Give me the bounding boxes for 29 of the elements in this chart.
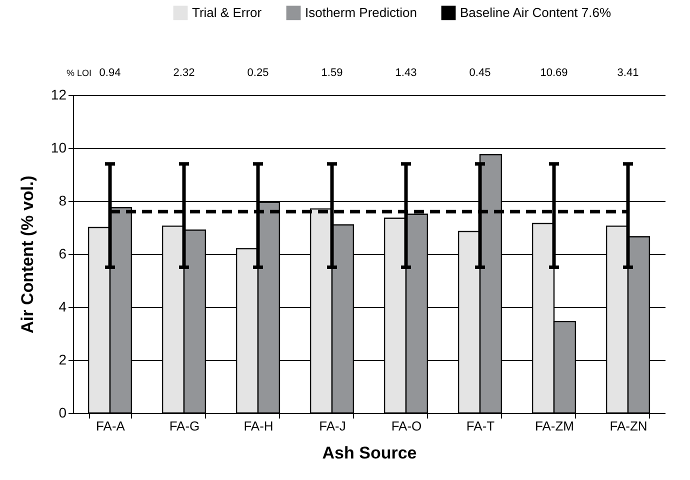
text: 0.45 — [469, 67, 491, 79]
x-tick-label: FA-A — [96, 418, 126, 434]
x-tick-label: FA-T — [466, 418, 495, 434]
x-tick-label: FA-J — [319, 418, 346, 434]
y-tick-label: 0 — [58, 404, 67, 420]
x-tick-label: FA-O — [391, 418, 422, 434]
y-axis-title: Air Content (% vol.) — [18, 176, 37, 334]
text: 1.43 — [395, 67, 417, 79]
y-tick-label: 4 — [58, 298, 67, 314]
y-tick-label: 6 — [58, 246, 67, 262]
x-tick-label: FA-ZM — [535, 418, 574, 434]
text: 3.41 — [617, 67, 639, 79]
y-tick-label: 8 — [58, 192, 67, 208]
legend-label: Isotherm Prediction — [305, 4, 417, 20]
x-tick-label: FA-ZN — [610, 418, 648, 434]
x-tick-label: FA-G — [169, 418, 200, 434]
legend-label: Trial & Error — [192, 4, 262, 20]
text: 2.32 — [173, 67, 195, 79]
text: 0.94 — [99, 67, 121, 79]
y-tick-label: 10 — [50, 140, 67, 156]
x-tick-label: FA-H — [244, 418, 274, 434]
text: 1.59 — [321, 67, 343, 79]
x-axis-title: Ash Source — [322, 444, 417, 462]
text: % LOI — [66, 68, 92, 78]
y-tick-label: 12 — [50, 86, 67, 102]
legend-label: Baseline Air Content 7.6% — [460, 4, 612, 20]
y-tick-label: 2 — [58, 352, 67, 368]
text: 0.25 — [247, 67, 269, 79]
text: 10.69 — [540, 67, 568, 79]
